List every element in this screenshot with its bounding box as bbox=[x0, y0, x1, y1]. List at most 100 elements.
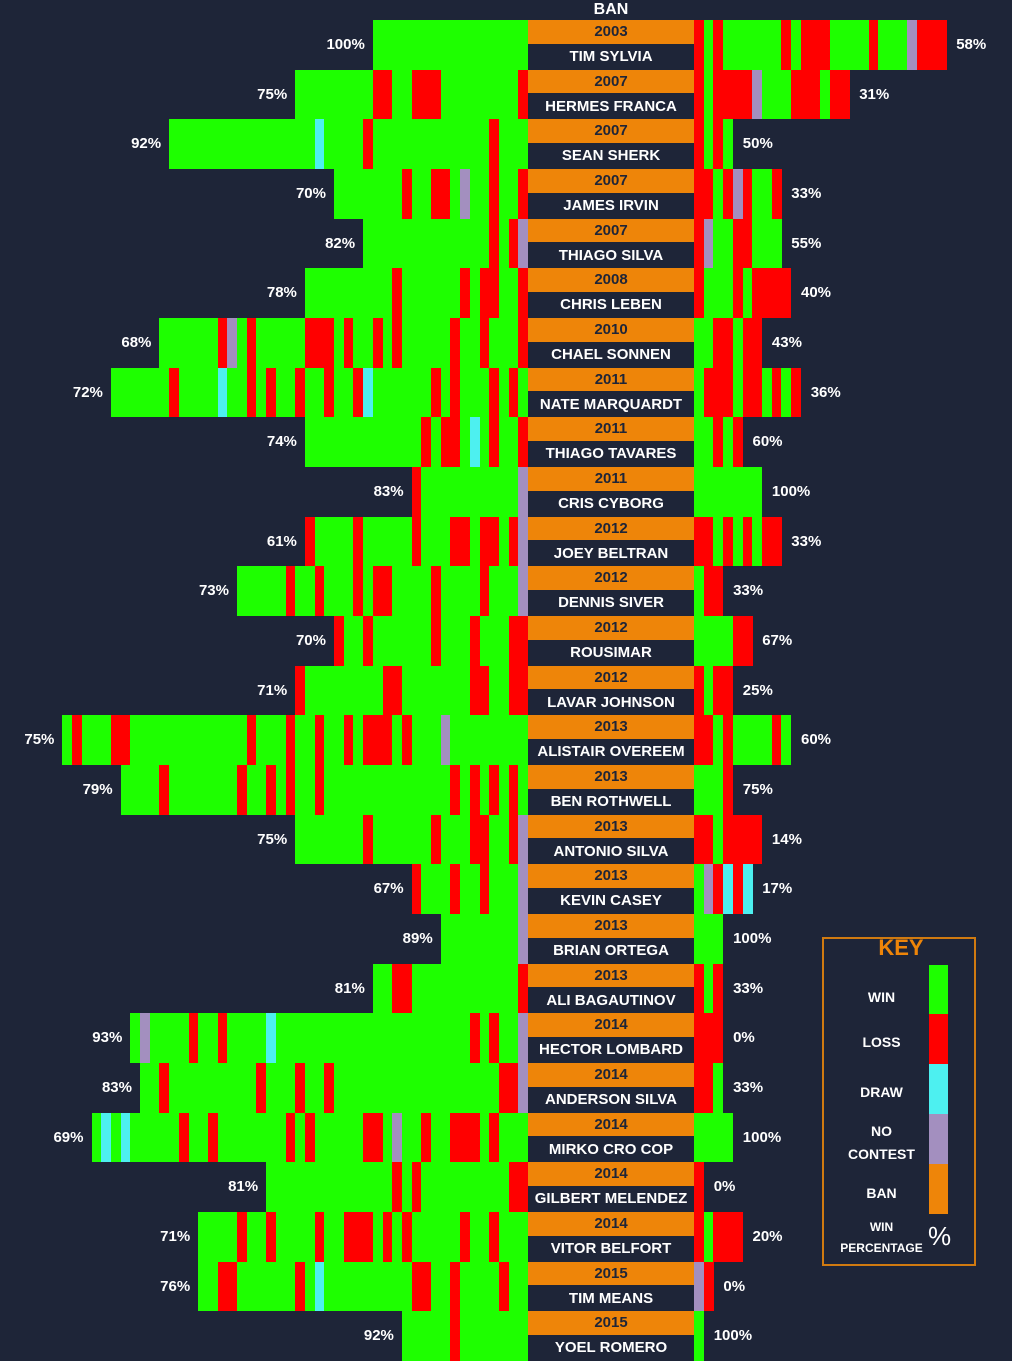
fight-win bbox=[392, 1013, 403, 1063]
fight-loss bbox=[295, 665, 306, 716]
fight-loss bbox=[450, 1112, 461, 1163]
fight-win bbox=[694, 417, 705, 467]
fight-loss bbox=[723, 318, 734, 368]
fight-win bbox=[460, 1063, 471, 1113]
fight-win bbox=[343, 1261, 354, 1312]
fight-win bbox=[343, 119, 354, 169]
fight-win bbox=[343, 566, 354, 616]
fight-draw bbox=[266, 1013, 277, 1063]
fight-win bbox=[460, 119, 471, 169]
fight-loss bbox=[188, 1013, 199, 1063]
fight-win bbox=[460, 1261, 471, 1312]
fight-loss bbox=[518, 169, 529, 219]
win-pct-after: 55% bbox=[791, 234, 822, 252]
fight-win bbox=[498, 1112, 509, 1163]
fight-win bbox=[198, 1112, 209, 1163]
fight-draw bbox=[742, 864, 753, 914]
fight-loss bbox=[169, 367, 180, 418]
fight-win bbox=[304, 1013, 315, 1063]
fight-loss bbox=[324, 318, 335, 368]
fight-win bbox=[508, 1261, 519, 1312]
fight-win bbox=[401, 1063, 412, 1113]
fight-loss bbox=[742, 69, 753, 120]
fight-win bbox=[275, 1261, 286, 1312]
fight-win bbox=[421, 1013, 432, 1063]
fight-win bbox=[304, 268, 315, 318]
fight-loss bbox=[489, 268, 500, 318]
fight-win bbox=[401, 417, 412, 467]
fight-loss bbox=[800, 20, 811, 70]
fight-win bbox=[401, 765, 412, 815]
fight-win bbox=[304, 119, 315, 169]
fight-win bbox=[353, 1261, 364, 1312]
fight-win bbox=[694, 864, 705, 914]
fight-loss bbox=[518, 665, 529, 716]
fight-win bbox=[829, 20, 840, 70]
fight-win bbox=[401, 814, 412, 865]
fight-win bbox=[314, 1063, 325, 1113]
fight-loss bbox=[489, 1112, 500, 1163]
fight-loss bbox=[479, 665, 490, 716]
fight-win bbox=[324, 566, 335, 616]
fight-loss bbox=[334, 616, 345, 666]
fight-win bbox=[392, 417, 403, 467]
fight-win bbox=[479, 119, 490, 169]
fight-loss bbox=[460, 1212, 471, 1262]
fight-win bbox=[469, 169, 480, 219]
fight-loss bbox=[703, 814, 714, 865]
fight-win bbox=[479, 765, 490, 815]
fight-win bbox=[450, 169, 461, 219]
fight-win bbox=[694, 765, 705, 815]
fight-no-contest bbox=[460, 169, 471, 219]
fight-loss bbox=[343, 715, 354, 765]
fight-win bbox=[343, 1162, 354, 1212]
fight-win bbox=[723, 467, 734, 517]
fight-win bbox=[878, 20, 889, 70]
fight-win bbox=[752, 218, 763, 269]
fight-loss bbox=[431, 616, 442, 666]
legend-label-win: WIN bbox=[867, 989, 896, 1005]
fight-win bbox=[275, 318, 286, 368]
fight-win bbox=[314, 417, 325, 467]
fight-win bbox=[761, 367, 772, 418]
fight-loss bbox=[110, 715, 121, 765]
fight-win bbox=[401, 318, 412, 368]
fight-win bbox=[421, 1063, 432, 1113]
fighter-name: ALI BAGAUTINOV bbox=[528, 988, 694, 1013]
fight-loss bbox=[372, 715, 383, 765]
fight-win bbox=[703, 318, 714, 368]
win-pct-after: 40% bbox=[801, 284, 832, 302]
fight-win bbox=[498, 1212, 509, 1262]
ban-year: 2014 bbox=[528, 1063, 694, 1087]
fight-win bbox=[498, 69, 509, 120]
fight-win bbox=[479, 1013, 490, 1063]
win-pct-after: 17% bbox=[762, 880, 793, 898]
fight-win bbox=[382, 1013, 393, 1063]
fight-win bbox=[372, 169, 383, 219]
fight-win bbox=[246, 765, 257, 815]
fight-win bbox=[363, 268, 374, 318]
ban-column-header: BAN bbox=[593, 1, 629, 18]
fight-win bbox=[256, 1013, 267, 1063]
fight-loss bbox=[120, 715, 131, 765]
fight-win bbox=[382, 169, 393, 219]
fight-win bbox=[431, 1013, 442, 1063]
fight-win bbox=[285, 367, 296, 418]
win-pct-after: 50% bbox=[742, 135, 773, 153]
fight-win bbox=[498, 20, 509, 70]
fight-win bbox=[343, 268, 354, 318]
fight-win bbox=[285, 1261, 296, 1312]
fight-loss bbox=[498, 1063, 509, 1113]
win-pct-before: 76% bbox=[160, 1277, 191, 1295]
fight-loss bbox=[752, 367, 763, 418]
fight-win bbox=[752, 169, 763, 219]
fight-loss bbox=[489, 417, 500, 467]
fight-win bbox=[723, 268, 734, 318]
fight-win bbox=[392, 566, 403, 616]
fight-win bbox=[285, 1162, 296, 1212]
fight-win bbox=[353, 169, 364, 219]
fight-loss bbox=[732, 616, 743, 666]
fight-win bbox=[498, 268, 509, 318]
fight-win bbox=[188, 318, 199, 368]
fight-loss bbox=[508, 1162, 519, 1212]
